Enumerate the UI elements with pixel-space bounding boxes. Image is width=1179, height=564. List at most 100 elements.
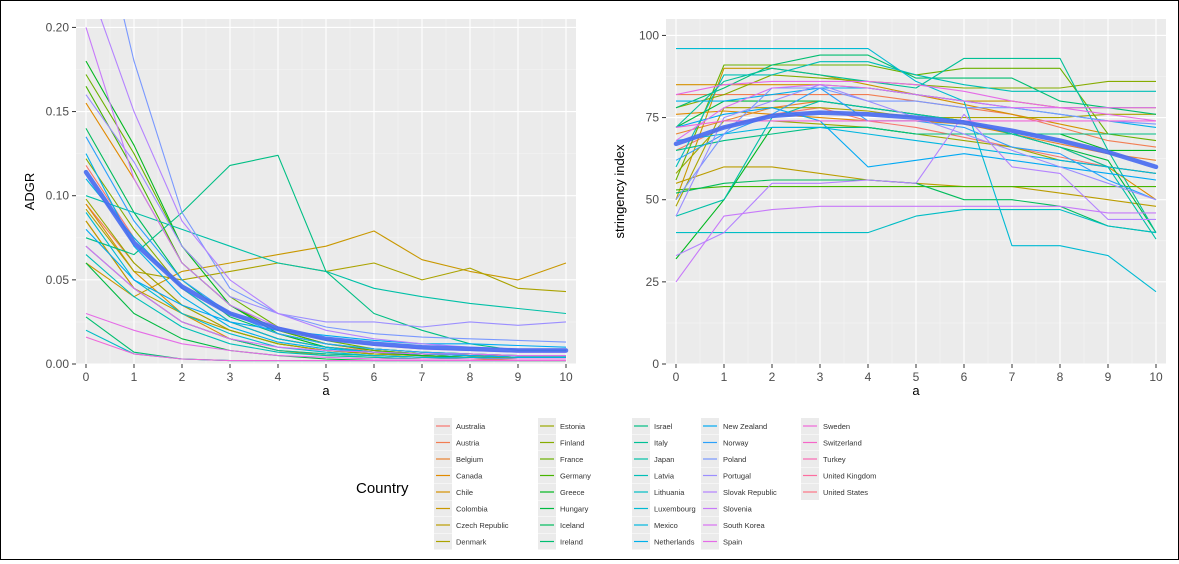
legend-item: Belgium (434, 451, 483, 467)
adgr-xtick-label: 3 (227, 370, 234, 384)
legend-label: Mexico (654, 521, 678, 530)
legend-label: South Korea (723, 521, 766, 530)
legend-item: Switzerland (801, 434, 862, 451)
adgr-xtick-label: 6 (371, 370, 378, 384)
legend-label: Italy (654, 439, 668, 448)
adgr-xaxis-label: a (322, 383, 330, 398)
adgr-series-line (85, 336, 566, 362)
legend-label: Belgium (456, 455, 483, 464)
adgr-trend-line (83, 169, 569, 353)
stringency-xtick-label: 2 (769, 370, 776, 384)
legend-label: Chile (456, 488, 473, 497)
adgr-xtick-label: 5 (323, 370, 330, 384)
legend-label: New Zealand (723, 422, 767, 431)
legend-item: United States (801, 484, 868, 500)
legend-label: France (560, 455, 583, 464)
legend-label: Austria (456, 439, 480, 448)
legend-label: Australia (456, 422, 486, 431)
legend-label: Slovak Republic (723, 488, 777, 497)
stringency-series-line (675, 57, 1157, 233)
legend-item: Ireland (538, 533, 583, 550)
stringency-series-line (675, 84, 1156, 142)
legend-label: Germany (560, 472, 591, 481)
stringency-xtick-label: 1 (721, 370, 728, 384)
legend-item: Netherlands (632, 533, 695, 550)
legend-item: Latvia (632, 467, 675, 484)
legend-item: Italy (632, 434, 668, 451)
legend-item: Portugal (701, 467, 751, 484)
stringency-ytick-label: 100 (639, 28, 659, 42)
stringency-xtick-label: 9 (1105, 370, 1112, 384)
legend-label: Norway (723, 439, 749, 448)
legend-label: Japan (654, 455, 674, 464)
legend-label: Canada (456, 472, 483, 481)
adgr-yaxis-label: ADGR (22, 173, 37, 211)
legend-label: Israel (654, 422, 673, 431)
legend-label: Sweden (823, 422, 850, 431)
legend-label: Netherlands (654, 538, 695, 547)
adgr-xtick-label: 8 (467, 370, 474, 384)
stringency-xtick-label: 8 (1057, 370, 1064, 384)
legend-label: United States (823, 488, 868, 497)
legend-item: Greece (538, 484, 585, 500)
adgr-ytick-label: 0.15 (46, 105, 70, 119)
legend-label: Lithuania (654, 488, 685, 497)
legend-label: Greece (560, 488, 585, 497)
stringency-series-group (673, 48, 1159, 293)
legend-item: Spain (701, 533, 742, 550)
stringency-series-line (676, 209, 1157, 234)
legend-label: Iceland (560, 521, 584, 530)
adgr-series-line (85, 312, 566, 360)
legend-item: Estonia (538, 418, 586, 434)
legend-item: Poland (701, 451, 746, 467)
adgr-ytick-label: 0.10 (46, 189, 70, 203)
legend-item: South Korea (701, 517, 766, 533)
adgr-series-line (123, 19, 567, 343)
stringency-series-line (675, 80, 1157, 122)
stringency-series-line (676, 48, 1157, 293)
stringency-ytick-label: 25 (646, 275, 660, 289)
legend-label: Slovenia (723, 505, 753, 514)
legend-item: Japan (632, 451, 674, 467)
adgr-series-group (83, 19, 569, 362)
legend-item: Colombia (434, 500, 489, 517)
stringency-xaxis-label: a (912, 383, 920, 398)
stringency-series-line (675, 113, 1156, 257)
legend-item: Slovak Republic (701, 484, 777, 500)
legend-item: Israel (632, 418, 673, 434)
legend-item: Chile (434, 484, 473, 500)
legend-item: France (538, 451, 583, 467)
stringency-xtick-label: 7 (1009, 370, 1016, 384)
legend-item: Luxembourg (632, 500, 696, 517)
legend-item: Denmark (434, 533, 487, 550)
stringency-xtick-label: 3 (817, 370, 824, 384)
legend-item: Mexico (632, 517, 678, 533)
adgr-series-line (85, 229, 567, 348)
stringency-xtick-label: 6 (961, 370, 968, 384)
adgr-series-line (85, 212, 566, 360)
adgr-ytick-label: 0.00 (46, 357, 70, 371)
legend-item: Sweden (801, 418, 850, 434)
stringency-xtick-label: 4 (865, 370, 872, 384)
legend-item: United Kingdom (801, 467, 876, 484)
adgr-xtick-label: 0 (83, 370, 90, 384)
legend-item: Australia (434, 418, 486, 434)
adgr-chart: 0.00 0.05 0.10 0.15 0.20 0 1 2 3 4 5 6 7 8 9 10 a ADGR (22, 19, 576, 398)
stringency-xtick-label: 0 (673, 370, 680, 384)
legend-label: Estonia (560, 422, 586, 431)
stringency-series-line (675, 107, 1157, 181)
adgr-xtick-label: 1 (131, 370, 138, 384)
adgr-xtick-label: 2 (179, 370, 186, 384)
adgr-series-line (85, 94, 567, 328)
stringency-series-line (675, 205, 1156, 283)
legend-label: Finland (560, 439, 585, 448)
stringency-ytick-label: 75 (646, 111, 660, 125)
adgr-xtick-label: 9 (515, 370, 522, 384)
stringency-yaxis-label: stringency index (612, 144, 627, 238)
stringency-series-line (675, 100, 1157, 240)
legend-item: Czech Republic (434, 517, 509, 533)
stringency-xtick-label: 5 (913, 370, 920, 384)
adgr-ytick-label: 0.20 (46, 20, 70, 34)
